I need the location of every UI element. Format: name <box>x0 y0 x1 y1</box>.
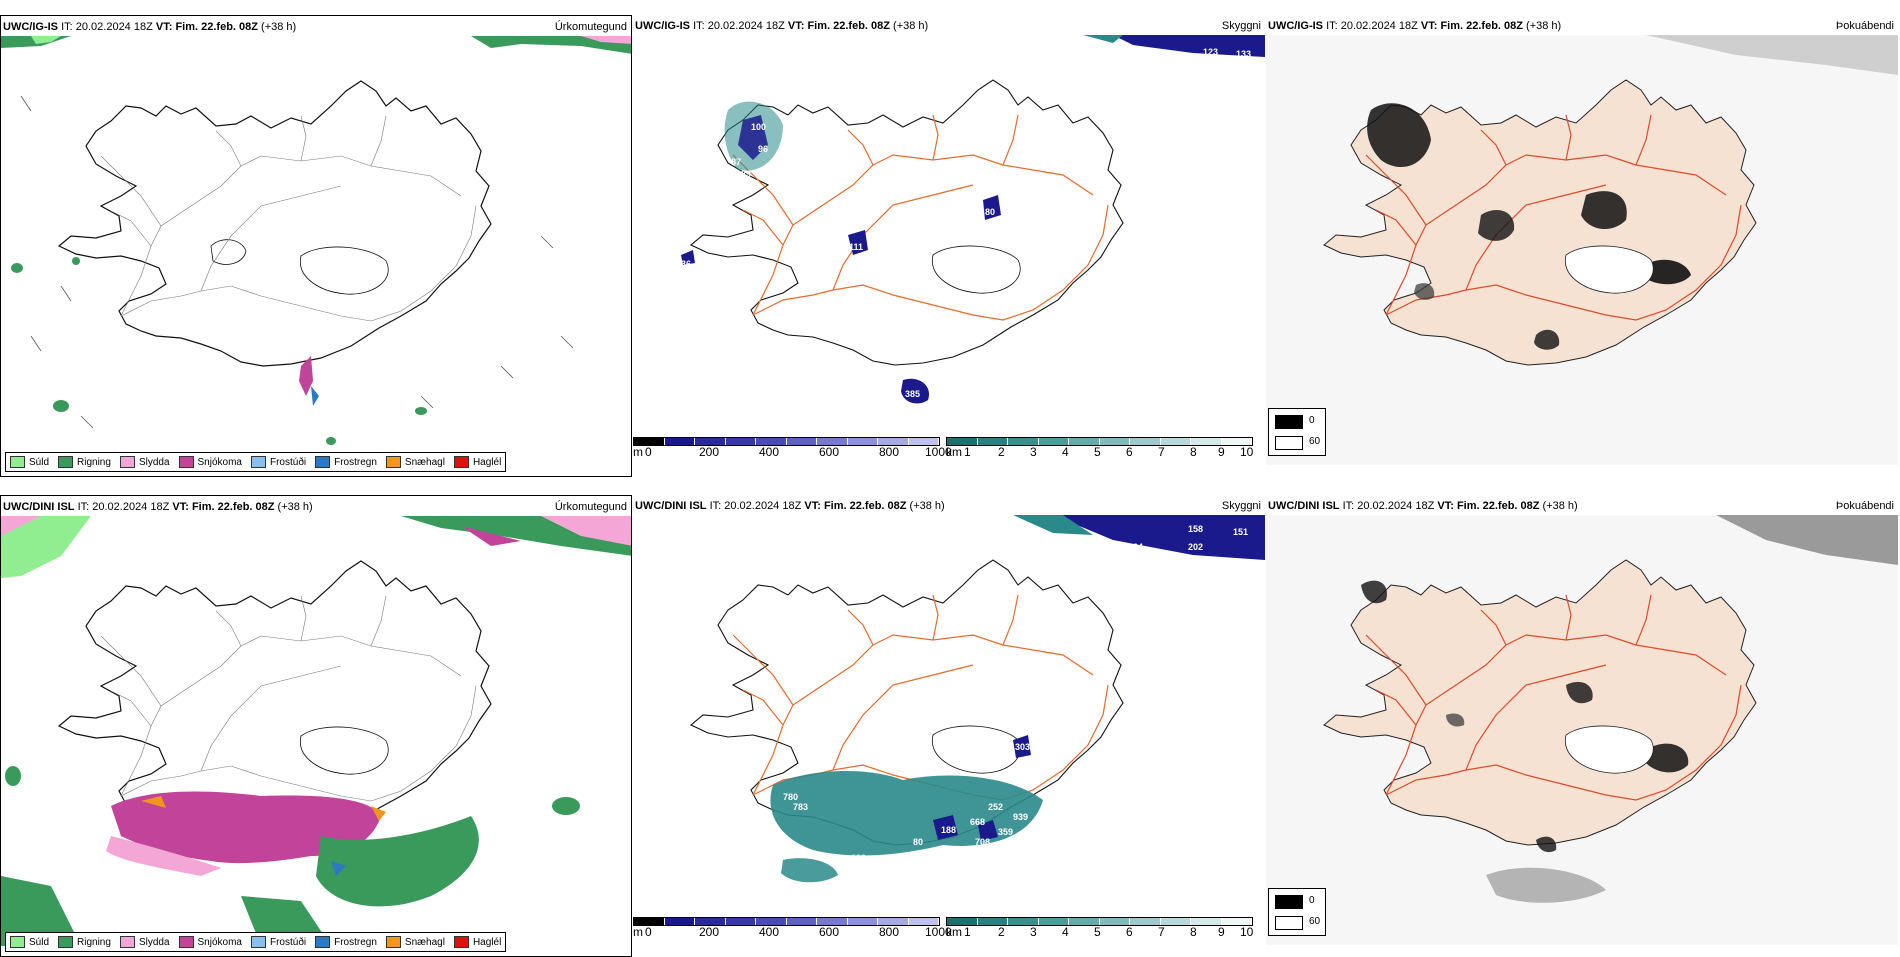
vis-label: 299 <box>1068 837 1083 847</box>
fog-legend: 0 60 <box>1268 888 1326 936</box>
vis-label: 111 <box>849 242 863 252</box>
scale-unit: km <box>946 925 962 939</box>
vis-label: 124 <box>1128 542 1143 552</box>
panel-fog-igis: UWC/IG-IS IT: 20.02.2024 18Z VT: Fim. 22… <box>1266 15 1898 477</box>
legend-item: Frostregn <box>315 456 377 468</box>
vis-label: 385 <box>905 389 920 399</box>
map-fog <box>1266 515 1898 945</box>
precip-type-legend: Súld Rigning Slydda Snjókoma Frostúði Fr… <box>5 452 507 472</box>
panel-product-title: Skyggni <box>1221 500 1261 512</box>
vis-label: 151 <box>1233 527 1248 537</box>
vis-label: 188 <box>941 825 956 835</box>
panel-header: UWC/DINI ISL IT: 20.02.2024 18Z VT: Fim.… <box>3 501 627 513</box>
legend-item: Rigning <box>58 456 111 468</box>
vis-label: 359 <box>998 827 1013 837</box>
map-visibility: 158 151 124 202 780 783 252 668 939 188 … <box>690 515 1265 883</box>
map-fog <box>1266 35 1898 465</box>
legend-item: Snjókoma <box>178 456 242 468</box>
visibility-scale-km: km 1 2 3 4 5 6 7 8 9 10 <box>946 917 1256 947</box>
vis-label: 202 <box>1188 542 1203 552</box>
vis-label: 80 <box>985 207 995 217</box>
fog-legend: 0 60 <box>1268 408 1326 456</box>
visibility-scale-m: m 0 200 400 600 800 1000 <box>633 917 952 947</box>
legend-item: Rigning <box>58 936 111 948</box>
panel-precip-type-igis: UWC/IG-IS IT: 20.02.2024 18Z VT: Fim. 22… <box>0 15 632 477</box>
panel-header: UWC/DINI ISL IT: 20.02.2024 18Z VT: Fim.… <box>635 500 1261 512</box>
map-precip-type <box>1 516 631 946</box>
panel-precip-type-dini: UWC/DINI ISL IT: 20.02.2024 18Z VT: Fim.… <box>0 495 632 957</box>
legend-item: Haglél <box>453 456 501 468</box>
precip-type-legend: Súld Rigning Slydda Snjókoma Frostúði Fr… <box>5 932 507 952</box>
scale-unit: m <box>633 925 643 939</box>
panel-product-title: Úrkomutegund <box>554 21 627 33</box>
vis-label: 89 <box>741 169 751 179</box>
panel-product-title: Úrkomutegund <box>554 501 627 513</box>
legend-item: Frostúði <box>250 936 306 948</box>
vis-label: 123 <box>1203 47 1218 57</box>
vis-label: 141 <box>831 855 846 865</box>
visibility-scale-m: m 0 200 400 600 800 1000 <box>633 437 952 467</box>
scale-unit: m <box>633 445 643 459</box>
vis-label: 780 <box>783 792 798 802</box>
legend-item: Snjókoma <box>178 936 242 948</box>
legend-item: Slydda <box>119 936 170 948</box>
panel-product-title: Skyggni <box>1221 20 1261 32</box>
legend-item: Haglél <box>453 936 501 948</box>
legend-item: Súld <box>10 936 49 948</box>
panel-header: UWC/DINI ISL IT: 20.02.2024 18Z VT: Fim.… <box>1268 500 1894 512</box>
panel-header: UWC/IG-IS IT: 20.02.2024 18Z VT: Fim. 22… <box>3 21 627 33</box>
vis-label: 520 <box>909 365 924 375</box>
vis-label: 939 <box>1013 812 1028 822</box>
map-precip-type <box>1 36 631 445</box>
vis-label: 708 <box>975 837 990 847</box>
vis-label: 100 <box>751 122 766 132</box>
vis-label: 80 <box>913 837 923 847</box>
legend-item: Súld <box>10 456 49 468</box>
scale-unit: km <box>946 445 962 459</box>
panel-fog-dini: UWC/DINI ISL IT: 20.02.2024 18Z VT: Fim.… <box>1266 495 1898 957</box>
legend-item: Snæhagl <box>385 936 445 948</box>
legend-item: Slydda <box>119 456 170 468</box>
visibility-scale-km: km 1 2 3 4 5 6 7 8 9 10 <box>946 437 1256 467</box>
legend-item: Frostregn <box>315 936 377 948</box>
panel-visibility-igis: UWC/IG-IS IT: 20.02.2024 18Z VT: Fim. 22… <box>633 15 1265 477</box>
vis-label: 783 <box>793 802 808 812</box>
vis-label: 87 <box>731 157 741 167</box>
vis-label: 158 <box>1188 524 1203 534</box>
panel-header: UWC/IG-IS IT: 20.02.2024 18Z VT: Fim. 22… <box>635 20 1261 32</box>
map-visibility: 123 133 100 96 87 89 36 80 111 520 385 <box>681 35 1265 404</box>
panel-product-title: Þokuábendi <box>1835 500 1894 512</box>
vis-label: 133 <box>1236 49 1251 59</box>
vis-label: 132 <box>1051 839 1066 849</box>
panel-visibility-dini: UWC/DINI ISL IT: 20.02.2024 18Z VT: Fim.… <box>633 495 1265 957</box>
vis-label: 252 <box>988 802 1003 812</box>
panel-product-title: Þokuábendi <box>1835 20 1894 32</box>
vis-label: 36 <box>681 259 691 269</box>
vis-label: 668 <box>970 817 985 827</box>
vis-label: 109 <box>851 853 866 863</box>
vis-label: 96 <box>758 144 768 154</box>
panel-header: UWC/IG-IS IT: 20.02.2024 18Z VT: Fim. 22… <box>1268 20 1894 32</box>
legend-item: Snæhagl <box>385 456 445 468</box>
legend-item: Frostúði <box>250 456 306 468</box>
vis-label: 303 <box>1015 742 1030 752</box>
